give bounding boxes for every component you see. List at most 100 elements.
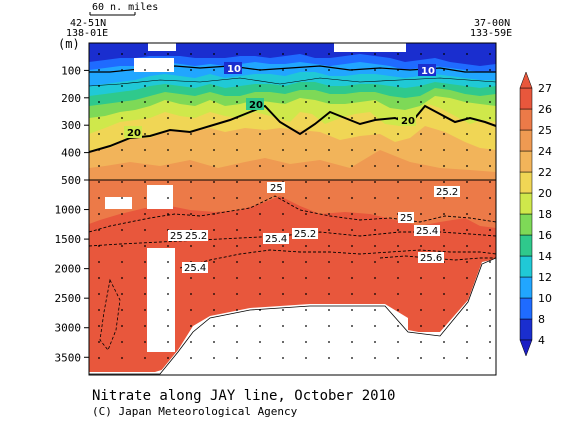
station-dot [374, 181, 376, 183]
y-tick-label: 500 [61, 174, 81, 187]
station-dot [190, 117, 192, 119]
station-dot [213, 357, 215, 359]
contour-label: 25.4 [265, 234, 287, 245]
station-dot [98, 341, 100, 343]
station-dot [466, 69, 468, 71]
colorbar-tick-label: 24 [538, 145, 552, 158]
station-dot [144, 261, 146, 263]
station-dot [98, 357, 100, 359]
station-dot [351, 277, 353, 279]
contour-20-line [89, 104, 496, 153]
chart-title: Nitrate along JAY line, October 2010 [92, 388, 396, 404]
station-dot [213, 197, 215, 199]
station-dot [397, 309, 399, 311]
station-dot [420, 117, 422, 119]
station-dot [213, 85, 215, 87]
station-dot [328, 117, 330, 119]
station-dot [351, 149, 353, 151]
station-dot [121, 165, 123, 167]
station-dot [328, 133, 330, 135]
station-dot [305, 277, 307, 279]
station-dot [374, 133, 376, 135]
station-dot [121, 133, 123, 135]
station-dot [374, 325, 376, 327]
station-dot [121, 325, 123, 327]
contour-label: 25.4 [184, 263, 206, 274]
station-dot [236, 245, 238, 247]
station-dot [259, 213, 261, 215]
station-dot [374, 85, 376, 87]
station-dot [328, 53, 330, 55]
station-dot [397, 357, 399, 359]
y-tick-label: 400 [61, 147, 81, 160]
station-dot [328, 181, 330, 183]
station-dot [98, 69, 100, 71]
colorbar-swatch [519, 297, 533, 320]
station-dot [374, 149, 376, 151]
station-dot [167, 197, 169, 199]
station-dot [190, 197, 192, 199]
station-dot [144, 133, 146, 135]
station-dot [259, 293, 261, 295]
station-dot [121, 213, 123, 215]
station-dot [282, 165, 284, 167]
colorbar-swatch [519, 276, 533, 299]
contour-small-dashed [99, 278, 121, 351]
station-dot [282, 197, 284, 199]
y-axis-lower: 1000 1500 2000 2500 3000 3500 [55, 204, 89, 364]
station-dot [443, 149, 445, 151]
colorbar-swatch [519, 150, 533, 173]
y-unit-label: (m) [58, 37, 80, 51]
station-dot [213, 101, 215, 103]
station-dot [420, 277, 422, 279]
station-dot [98, 133, 100, 135]
station-dot [489, 229, 491, 231]
station-dot [121, 149, 123, 151]
station-dot [213, 133, 215, 135]
station-dot [190, 213, 192, 215]
station-dot [236, 325, 238, 327]
station-dot [466, 165, 468, 167]
station-dot [282, 213, 284, 215]
colorbar-tick-label: 4 [538, 334, 545, 347]
station-dot [374, 309, 376, 311]
station-dot [420, 325, 422, 327]
station-dot [374, 197, 376, 199]
colorbar-swatch [519, 213, 533, 236]
y-tick-label: 1000 [55, 204, 82, 217]
colorbar-tick-label: 12 [538, 271, 552, 284]
station-dot [351, 101, 353, 103]
lower-panel [89, 180, 496, 375]
contour-upper-thin [89, 77, 496, 87]
station-dot [328, 293, 330, 295]
station-dot [259, 229, 261, 231]
colorbar-tick-label: 27 [538, 82, 552, 95]
station-dot [305, 357, 307, 359]
station-dot [213, 117, 215, 119]
station-dot [144, 181, 146, 183]
station-dot [213, 309, 215, 311]
lower-layer-25-26 [89, 180, 496, 228]
station-dot [282, 245, 284, 247]
station-dot [121, 181, 123, 183]
station-dot [98, 309, 100, 311]
plot-frame [88, 42, 497, 376]
colorbar-swatch [519, 318, 533, 341]
station-dot [213, 229, 215, 231]
station-dot [374, 261, 376, 263]
station-dot [190, 293, 192, 295]
station-dot [397, 325, 399, 327]
station-dot [236, 181, 238, 183]
station-dot [121, 293, 123, 295]
station-dot [420, 309, 422, 311]
station-dot [305, 69, 307, 71]
station-dot [213, 277, 215, 279]
station-dot [489, 165, 491, 167]
station-dot [374, 213, 376, 215]
colorbar-tick-label: 22 [538, 166, 552, 179]
station-dot [305, 309, 307, 311]
station-dot [351, 69, 353, 71]
station-dot [144, 229, 146, 231]
station-dot [167, 245, 169, 247]
contour-label: 10 [421, 66, 435, 77]
